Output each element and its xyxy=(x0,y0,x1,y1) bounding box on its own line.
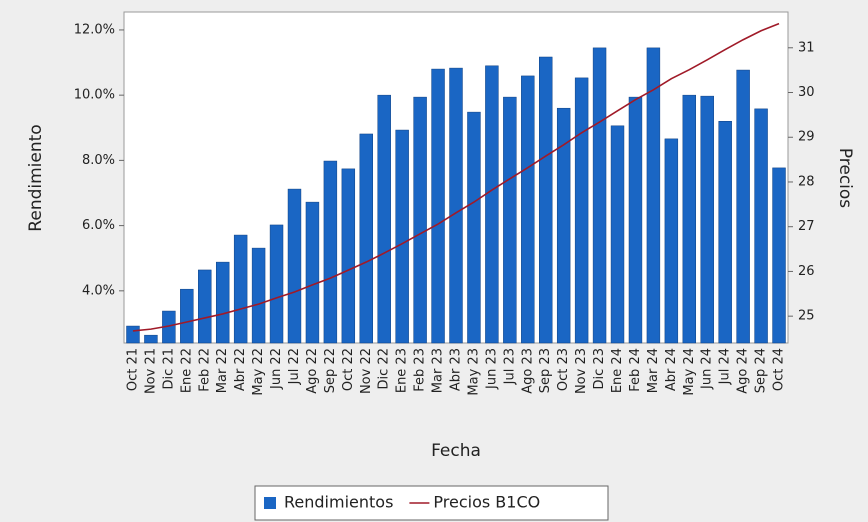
bar xyxy=(144,334,158,344)
legend-label: Rendimientos xyxy=(284,493,393,512)
bar xyxy=(395,129,409,344)
x-tick-label: Jul 22 xyxy=(287,348,302,385)
x-tick-label: Oct 24 xyxy=(772,348,787,391)
x-tick-label: Feb 24 xyxy=(628,348,643,392)
x-tick-label: Oct 22 xyxy=(341,348,356,391)
bar xyxy=(664,138,679,344)
y2-tick-label: 28 xyxy=(798,174,815,189)
x-tick-label: Feb 23 xyxy=(413,348,428,392)
x-tick-label: May 24 xyxy=(682,348,697,396)
bar xyxy=(646,47,661,344)
x-tick-label: Sep 24 xyxy=(754,348,769,393)
bar xyxy=(251,247,266,344)
x-tick-label: Ago 22 xyxy=(305,348,320,394)
bar xyxy=(269,224,284,344)
x-tick-label: Jun 22 xyxy=(269,348,284,390)
y2-tick-label: 31 xyxy=(798,40,815,55)
bar xyxy=(521,75,535,344)
x-tick-label: Feb 22 xyxy=(197,348,212,392)
x-tick-label: Oct 21 xyxy=(125,348,140,391)
bar xyxy=(449,67,463,344)
bar xyxy=(700,95,714,344)
bar xyxy=(287,188,302,344)
bar xyxy=(359,133,373,344)
x-tick-label: Ene 22 xyxy=(179,348,194,393)
x-tick-label: Mar 22 xyxy=(215,348,230,393)
bar xyxy=(772,167,786,344)
x-tick-label: Sep 23 xyxy=(538,348,553,393)
y2-tick-label: 26 xyxy=(798,264,815,279)
x-tick-label: Jun 23 xyxy=(484,348,499,390)
y2-tick-label: 29 xyxy=(798,130,815,145)
x-tick-label: Jun 24 xyxy=(700,348,715,390)
x-tick-label: Jul 24 xyxy=(718,348,733,385)
x-tick-label: Abr 23 xyxy=(449,348,464,391)
legend-label: Precios B1CO xyxy=(433,493,540,512)
y-tick-label: 10.0% xyxy=(74,88,115,103)
x-tick-label: Nov 21 xyxy=(143,348,158,394)
y2-tick-label: 30 xyxy=(798,85,815,100)
bar xyxy=(305,201,320,344)
y-tick-label: 8.0% xyxy=(82,153,115,168)
x-tick-label: Ene 24 xyxy=(610,348,625,393)
y2-tick-label: 25 xyxy=(798,309,815,324)
bar xyxy=(503,96,517,344)
legend-box xyxy=(254,485,609,521)
bar xyxy=(431,68,445,344)
bar xyxy=(413,96,427,344)
bar xyxy=(628,96,643,344)
x-tick-label: May 22 xyxy=(251,348,266,396)
x-tick-label: Dic 22 xyxy=(377,348,392,389)
bar xyxy=(180,288,194,344)
y-tick-label: 4.0% xyxy=(82,283,115,298)
bar xyxy=(574,77,589,344)
x-tick-label: Nov 23 xyxy=(574,348,589,394)
x-tick-label: Nov 22 xyxy=(359,348,374,394)
bar xyxy=(682,94,697,344)
bar xyxy=(233,234,248,344)
bar xyxy=(539,56,553,344)
x-tick-label: Oct 23 xyxy=(556,348,571,391)
y2-axis-title: Precios xyxy=(835,148,855,208)
x-tick-label: Mar 23 xyxy=(431,348,446,393)
y-tick-label: 12.0% xyxy=(74,22,115,37)
bar xyxy=(556,107,571,344)
bar xyxy=(323,160,338,344)
y-tick-label: 6.0% xyxy=(82,218,115,233)
bar xyxy=(198,269,212,344)
x-tick-label: Abr 22 xyxy=(233,348,248,391)
bar xyxy=(377,94,391,344)
x-tick-label: Dic 21 xyxy=(161,348,176,389)
bar xyxy=(467,111,481,344)
x-tick-label: Dic 23 xyxy=(592,348,607,389)
x-tick-label: Sep 22 xyxy=(323,348,338,393)
x-tick-label: Ene 23 xyxy=(395,348,410,393)
y2-tick-label: 27 xyxy=(798,219,815,234)
legend-swatch xyxy=(264,497,276,509)
x-tick-label: Ago 24 xyxy=(736,348,751,394)
bar xyxy=(610,125,625,344)
bar xyxy=(592,47,607,344)
bar xyxy=(736,69,750,344)
bar xyxy=(754,108,768,344)
bar xyxy=(718,120,732,344)
bar xyxy=(341,168,356,344)
bar xyxy=(485,65,499,344)
x-tick-label: Mar 24 xyxy=(646,348,661,393)
x-tick-label: Ago 23 xyxy=(520,348,535,394)
x-tick-label: May 23 xyxy=(466,348,481,396)
y-axis-title: Rendimiento xyxy=(26,124,46,231)
x-axis-title: Fecha xyxy=(431,441,481,461)
line xyxy=(132,22,780,332)
bar xyxy=(215,261,230,344)
x-tick-label: Abr 24 xyxy=(664,348,679,391)
x-tick-label: Jul 23 xyxy=(502,348,517,385)
bar xyxy=(126,325,140,344)
